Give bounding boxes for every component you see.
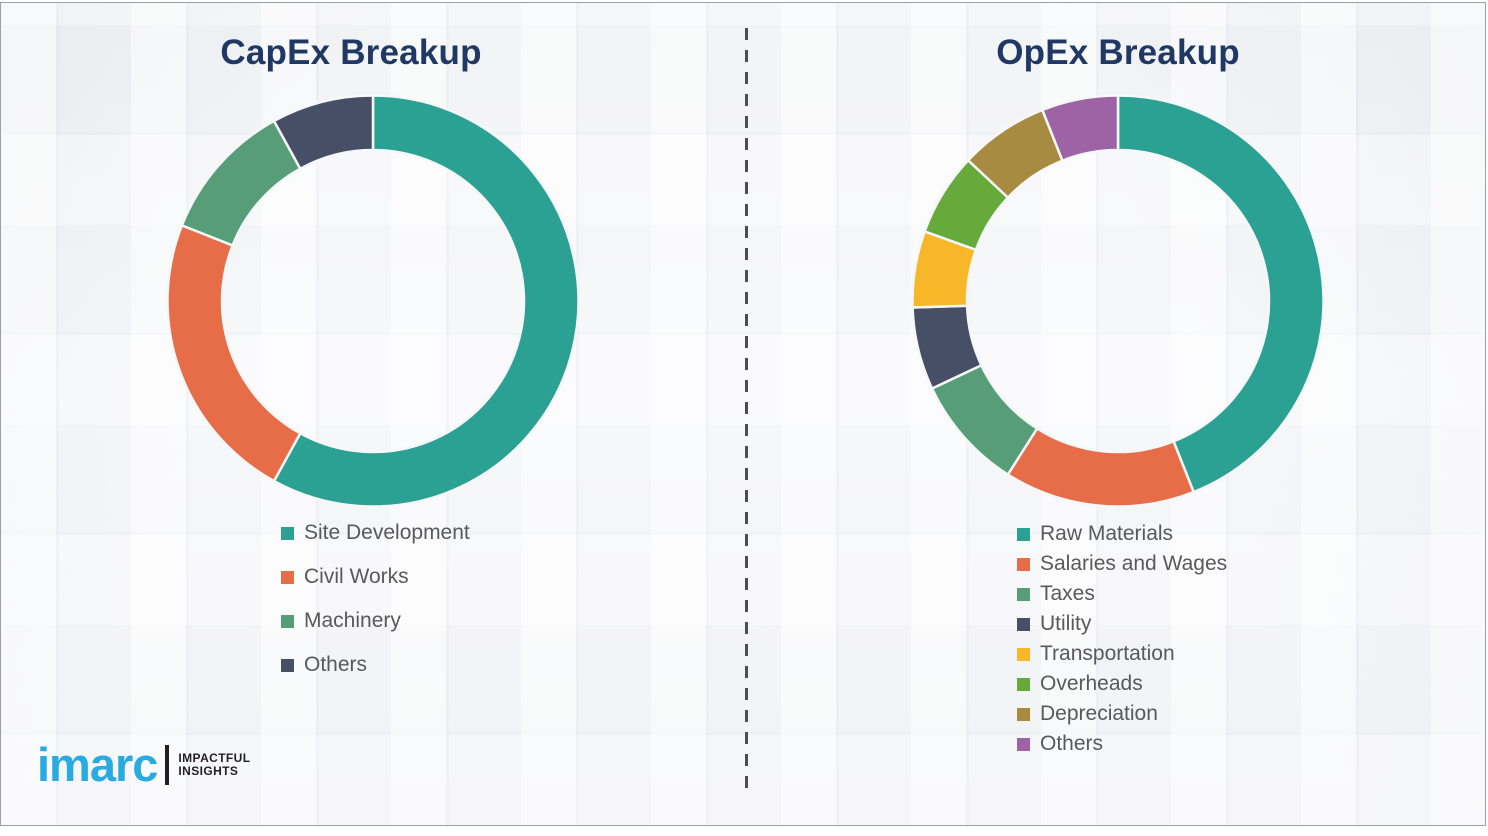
donut-segment-site-development: [272, 94, 580, 508]
opex-chart-title: OpEx Breakup: [996, 33, 1240, 72]
legend-item-depreciation: Depreciation: [1017, 699, 1227, 729]
legend-swatch-salaries-and-wages: [1017, 557, 1030, 571]
legend-item-others: Others: [281, 643, 470, 687]
opex-legend: Raw Materials Salaries and Wages Taxes Util…: [1017, 519, 1227, 759]
capex-legend: Site Development Civil Works Machinery Othe…: [281, 511, 470, 687]
imarc-logo: imarc IMPACTFUL INSIGHTS: [37, 741, 250, 788]
imarc-logo-tagline: IMPACTFUL INSIGHTS: [178, 750, 251, 778]
opex-donut-chart: [911, 94, 1325, 508]
legend-label-raw-materials: Raw Materials: [1040, 522, 1174, 545]
imarc-tagline-line2: INSIGHTS: [178, 763, 239, 778]
legend-label-utility: Utility: [1040, 612, 1092, 635]
legend-item-civil-works: Civil Works: [281, 555, 470, 599]
legend-label-transportation: Transportation: [1040, 642, 1175, 665]
legend-swatch-raw-materials: [1017, 527, 1030, 541]
legend-label-machinery: Machinery: [304, 609, 401, 632]
legend-item-others: Others: [1017, 729, 1227, 759]
imarc-logo-divider-bar: [165, 744, 170, 785]
donut-segment-others: [272, 94, 375, 170]
legend-swatch-machinery: [281, 614, 294, 628]
donut-segment-salaries-and-wages: [1006, 427, 1195, 508]
legend-swatch-others: [281, 658, 294, 672]
legend-swatch-utility: [1017, 617, 1030, 631]
opex-breakup-svg: [911, 94, 1325, 508]
legend-swatch-others: [1017, 737, 1030, 751]
legend-swatch-taxes: [1017, 587, 1030, 601]
legend-label-site-development: Site Development: [304, 521, 470, 544]
legend-swatch-overheads: [1017, 677, 1030, 691]
donut-segment-others: [1041, 94, 1120, 162]
legend-item-overheads: Overheads: [1017, 669, 1227, 699]
legend-swatch-transportation: [1017, 647, 1030, 661]
legend-label-civil-works: Civil Works: [304, 565, 409, 588]
legend-label-others: Others: [1040, 732, 1104, 755]
donut-segment-raw-materials: [1116, 94, 1325, 494]
legend-item-transportation: Transportation: [1017, 639, 1227, 669]
donut-segment-civil-works: [166, 224, 302, 483]
legend-label-taxes: Taxes: [1040, 582, 1095, 605]
legend-label-depreciation: Depreciation: [1040, 702, 1158, 725]
legend-item-salaries-and-wages: Salaries and Wages: [1017, 549, 1227, 579]
legend-label-others: Others: [304, 653, 368, 676]
legend-item-site-development: Site Development: [281, 511, 470, 555]
capex-breakup-svg: [166, 94, 580, 508]
legend-item-utility: Utility: [1017, 609, 1227, 639]
legend-item-machinery: Machinery: [281, 599, 470, 643]
donut-segment-machinery: [180, 119, 302, 247]
legend-swatch-site-development: [281, 526, 294, 540]
imarc-tagline-line1: IMPACTFUL: [178, 750, 251, 765]
legend-item-raw-materials: Raw Materials: [1017, 519, 1227, 549]
legend-label-salaries-and-wages: Salaries and Wages: [1040, 552, 1228, 575]
legend-item-taxes: Taxes: [1017, 579, 1227, 609]
capex-chart-title: CapEx Breakup: [220, 33, 482, 72]
imarc-logo-wordmark: imarc: [37, 738, 158, 791]
legend-swatch-civil-works: [281, 570, 294, 584]
dashed-divider-line: [745, 28, 748, 794]
capex-donut-chart: [166, 94, 580, 508]
legend-swatch-depreciation: [1017, 707, 1030, 721]
legend-label-overheads: Overheads: [1040, 672, 1143, 695]
